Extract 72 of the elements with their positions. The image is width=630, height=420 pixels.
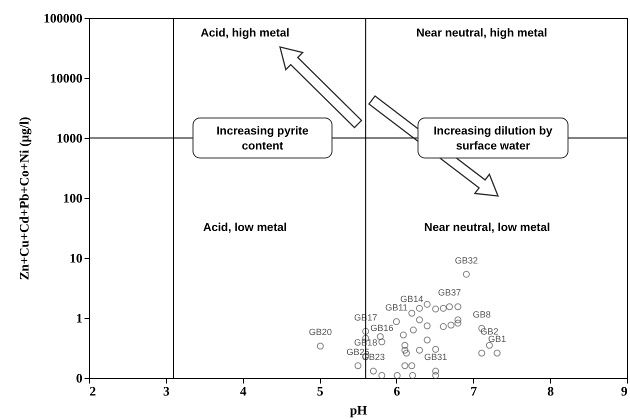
annotation: Near neutral, low metal xyxy=(424,222,550,234)
point xyxy=(394,372,401,380)
annotation: Increasing pyrite content xyxy=(216,125,309,152)
annotation: Near neutral, high metal xyxy=(416,27,548,40)
point xyxy=(409,372,416,380)
point xyxy=(478,350,486,357)
point xyxy=(362,328,370,335)
point xyxy=(424,322,431,330)
point xyxy=(432,368,440,375)
point xyxy=(402,350,410,357)
point xyxy=(401,346,408,354)
point xyxy=(440,304,447,312)
point xyxy=(424,336,431,344)
point xyxy=(316,342,324,350)
point xyxy=(354,362,362,370)
y-tick-label: 10000 xyxy=(50,70,82,86)
point xyxy=(486,342,493,349)
point xyxy=(447,322,454,329)
x-tick-label: 4 xyxy=(240,384,247,398)
point xyxy=(454,303,462,310)
y-tick-label: 100 xyxy=(63,190,82,206)
y-tick-label: 10 xyxy=(70,250,82,266)
point xyxy=(454,316,462,324)
point xyxy=(392,318,400,326)
point xyxy=(378,338,386,346)
point xyxy=(432,372,440,380)
x-tick-label: 5 xyxy=(316,384,324,398)
data-label: GB11 xyxy=(385,302,408,313)
point xyxy=(424,300,431,308)
x-tick-label: 6 xyxy=(394,384,401,398)
x-axis-title: pH xyxy=(350,402,368,418)
y-tick-label: 1 xyxy=(76,310,82,326)
data-label: GB1 xyxy=(488,334,506,344)
point xyxy=(494,350,501,357)
point xyxy=(432,306,440,313)
x-tick-label: 9 xyxy=(621,384,628,398)
point xyxy=(432,346,440,353)
y-axis-title: Zn+Cu+Cd+Pb+Co+Ni (µg/l) xyxy=(16,116,32,280)
data-label: GB16 xyxy=(370,322,394,333)
data-label: GB8 xyxy=(472,309,491,320)
point xyxy=(376,333,384,340)
point xyxy=(416,304,423,312)
x-tick-label: 2 xyxy=(90,384,96,398)
data-label: GB37 xyxy=(438,288,461,298)
data-label: GB32 xyxy=(454,255,478,266)
point xyxy=(370,368,377,375)
annotation: Acid, low metal xyxy=(203,222,287,234)
point xyxy=(401,362,408,370)
point xyxy=(446,303,453,310)
data-label: GB20 xyxy=(308,327,332,338)
point xyxy=(440,323,447,330)
point xyxy=(408,362,416,370)
point xyxy=(454,320,462,327)
y-tick-label: 0 xyxy=(76,370,82,386)
point xyxy=(416,316,423,324)
point xyxy=(400,332,407,339)
y-tick-label: 100000 xyxy=(44,10,82,26)
point xyxy=(408,310,416,317)
annotation: Acid, high metal xyxy=(200,27,290,40)
point xyxy=(401,342,408,349)
y-tick-label: 1000 xyxy=(56,130,82,146)
x-tick-label: 7 xyxy=(470,384,478,398)
data-label: GB2 xyxy=(480,326,498,336)
point xyxy=(378,372,386,380)
data-label: GB14 xyxy=(400,294,424,304)
x-tick-label: 3 xyxy=(163,384,170,398)
point xyxy=(462,270,470,278)
data-label: GB31 xyxy=(424,352,448,362)
annotation: Increasing dilution by surface water xyxy=(434,125,554,152)
x-tick-label: 8 xyxy=(547,384,554,398)
point xyxy=(416,346,423,354)
point xyxy=(410,326,417,334)
